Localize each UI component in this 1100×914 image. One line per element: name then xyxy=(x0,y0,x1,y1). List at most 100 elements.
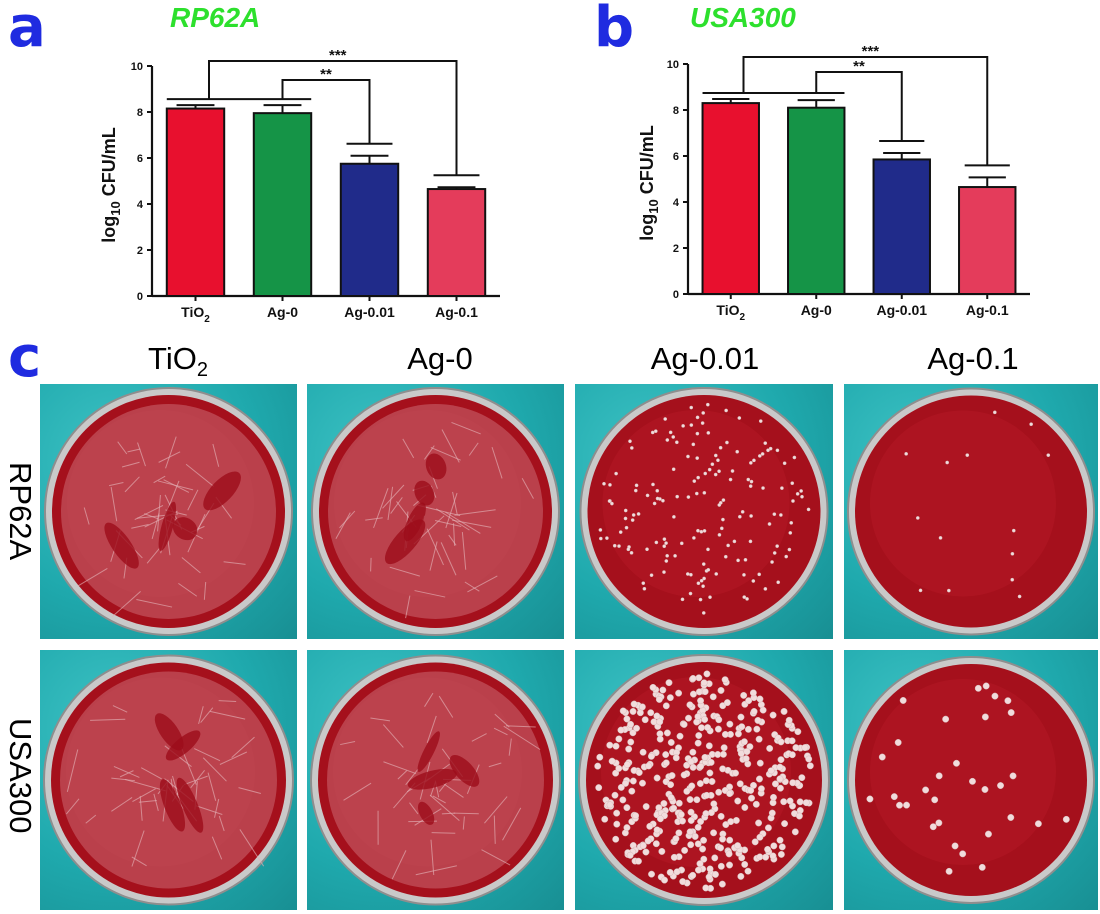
plate-rp62a-ag-0 xyxy=(307,384,564,639)
bacterial-colony xyxy=(663,703,669,709)
bacterial-colony xyxy=(653,841,659,847)
bacterial-colony xyxy=(721,518,724,521)
bacterial-colony xyxy=(777,776,783,782)
bacterial-colony xyxy=(780,798,786,804)
bacterial-colony xyxy=(751,708,757,714)
row-header-rp62a: RP62A xyxy=(5,462,36,560)
bacterial-colony xyxy=(752,579,755,582)
bacterial-colony xyxy=(939,536,942,539)
bacterial-colony xyxy=(708,759,714,765)
bacterial-colony xyxy=(700,530,703,533)
bacterial-colony xyxy=(992,693,998,699)
y-tick-label: 4 xyxy=(137,199,144,211)
bacterial-colony xyxy=(656,696,662,702)
bacterial-colony xyxy=(744,748,750,754)
bacterial-colony xyxy=(616,736,622,742)
bar-chart-rp62a: 0246810log10 CFU/mLTiO2 Ag-0 Ag-0.01 Ag-0.1… xyxy=(90,0,610,330)
bacterial-colony xyxy=(697,582,700,585)
y-tick-label: 6 xyxy=(673,151,679,163)
bacterial-colony xyxy=(648,753,654,759)
bacterial-colony xyxy=(672,468,675,471)
bacterial-colony xyxy=(695,492,698,495)
bacterial-colony xyxy=(639,704,645,710)
bacterial-colony xyxy=(761,452,764,455)
bacterial-colony xyxy=(773,513,776,516)
bacterial-colony xyxy=(758,786,764,792)
bacterial-colony xyxy=(724,555,727,558)
bacterial-colony xyxy=(777,785,783,791)
bacterial-colony xyxy=(662,751,668,757)
bacterial-colony xyxy=(681,598,684,601)
bacterial-colony xyxy=(722,676,728,682)
bacterial-colony xyxy=(692,443,695,446)
bacterial-colony xyxy=(703,529,706,532)
bacterial-colony xyxy=(645,763,651,769)
bacterial-colony xyxy=(712,855,718,861)
plate-usa300-tio2 xyxy=(40,650,297,910)
bacterial-colony xyxy=(697,780,703,786)
bacterial-colony xyxy=(789,752,795,758)
bacterial-colony xyxy=(979,864,985,870)
bacterial-colony xyxy=(635,484,638,487)
bacterial-colony xyxy=(654,430,657,433)
bacterial-colony xyxy=(770,560,773,563)
bacterial-colony xyxy=(690,749,696,755)
bacterial-colony xyxy=(790,780,796,786)
bacterial-colony xyxy=(696,456,699,459)
bacterial-colony xyxy=(930,824,936,830)
bacterial-colony xyxy=(745,868,751,874)
bacterial-colony xyxy=(618,784,624,790)
bacterial-colony xyxy=(716,717,722,723)
column-header-ag-0-01: Ag-0.01 xyxy=(630,343,780,374)
bacterial-colony xyxy=(707,568,710,571)
bacterial-colony xyxy=(777,837,783,843)
bacterial-colony xyxy=(1018,595,1021,598)
bacterial-colony xyxy=(635,858,641,864)
bacterial-colony xyxy=(717,845,723,851)
bacterial-colony xyxy=(747,478,750,481)
bacterial-colony xyxy=(718,863,724,869)
bacterial-colony xyxy=(701,421,704,424)
bacterial-colony xyxy=(701,716,707,722)
bacterial-colony xyxy=(675,441,678,444)
bacterial-colony xyxy=(793,744,799,750)
bacterial-colony xyxy=(642,717,648,723)
bacterial-colony xyxy=(799,774,805,780)
bacterial-colony xyxy=(660,687,666,693)
bacterial-colony xyxy=(704,724,710,730)
bacterial-colony xyxy=(630,446,633,449)
bacterial-colony xyxy=(664,542,667,545)
bacterial-colony xyxy=(800,489,803,492)
bacterial-colony xyxy=(710,830,716,836)
bacterial-colony xyxy=(750,690,756,696)
bacterial-colony xyxy=(728,818,734,824)
bacterial-colony xyxy=(679,818,685,824)
bacterial-colony xyxy=(671,854,677,860)
bacterial-colony xyxy=(667,869,673,875)
bacterial-colony xyxy=(636,769,642,775)
bacterial-colony xyxy=(628,440,631,443)
bacterial-colony xyxy=(655,541,658,544)
significance-label: *** xyxy=(862,43,880,60)
agar-highlight xyxy=(870,411,1056,597)
row-header-usa300: USA300 xyxy=(5,718,36,833)
bacterial-colony xyxy=(719,881,725,887)
bacterial-colony xyxy=(720,751,726,757)
bacterial-colony xyxy=(722,498,725,501)
bacterial-colony xyxy=(697,860,703,866)
bacterial-colony xyxy=(647,823,653,829)
bacterial-colony xyxy=(628,739,634,745)
bacterial-colony xyxy=(631,701,637,707)
bacterial-colony xyxy=(749,461,752,464)
bacterial-colony xyxy=(643,803,649,809)
bacterial-colony xyxy=(694,797,700,803)
bacterial-colony xyxy=(710,694,716,700)
bacterial-colony xyxy=(946,461,949,464)
bacterial-colony xyxy=(734,842,740,848)
bacterial-colony xyxy=(769,447,772,450)
bacterial-colony xyxy=(692,536,695,539)
y-tick-label: 6 xyxy=(137,153,143,165)
y-tick-label: 0 xyxy=(673,289,679,301)
bacterial-colony xyxy=(769,810,775,816)
plate-usa300-ag-0-1 xyxy=(844,650,1098,910)
